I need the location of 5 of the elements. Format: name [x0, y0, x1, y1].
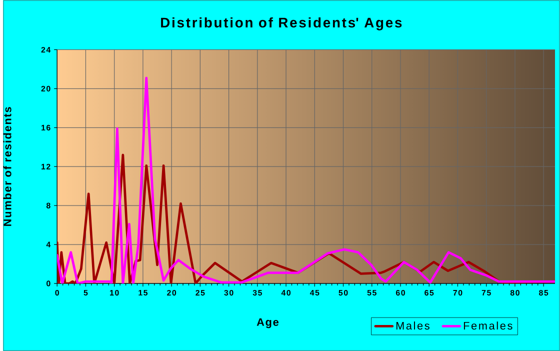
legend-label: Males: [396, 322, 430, 330]
y-axis-title: Number of residents: [3, 107, 12, 226]
chart-title: Distribution of Residents' Ages: [161, 17, 402, 30]
x-axis-title: Age: [256, 318, 279, 328]
legend-label: Females: [464, 322, 512, 330]
